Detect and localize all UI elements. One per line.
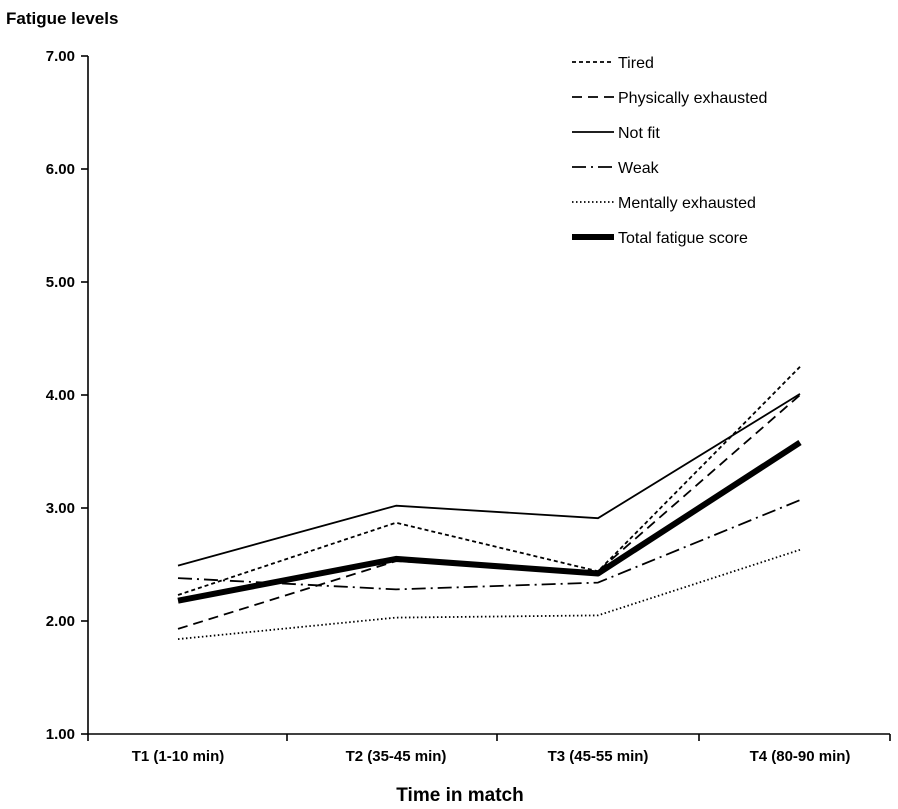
series-line-4 [177,548,801,640]
series-line-5 [177,439,802,604]
x-tick-label: T1 (1-10 min) [132,748,225,765]
series-lines [177,366,802,640]
legend-label: Tired [618,55,654,72]
x-tick-label: T3 (45-55 min) [548,748,649,765]
y-tick-label: 1.00 [46,726,75,743]
y-tick-label: 3.00 [46,500,75,517]
y-tick-label: 5.00 [46,274,75,291]
y-tick-label: 2.00 [46,613,75,630]
series-line-0 [177,366,801,596]
legend-label: Not fit [618,125,660,142]
series-line-2 [177,393,801,567]
x-tick-label: T4 (80-90 min) [750,748,851,765]
y-axis-label: Fatigue levels [6,9,118,28]
series-line-3 [177,499,801,591]
x-tick-label: T2 (35-45 min) [346,748,447,765]
y-tick-label: 7.00 [46,48,75,65]
x-axis-ticks: T1 (1-10 min) T2 (35-45 min) T3 (45-55 min… [87,734,891,765]
legend-label: Weak [618,160,660,177]
x-axis-label: Time in match [396,785,523,806]
legend-label: Physically exhausted [618,90,767,107]
legend-label: Mentally exhausted [618,195,756,212]
y-axis-ticks: 1.00 2.00 3.00 4.00 5.00 6.00 7.00 [46,48,88,743]
legend: Tired Physically exhausted Not fit Weak Ment… [572,55,767,247]
y-tick-label: 4.00 [46,387,75,404]
y-tick-label: 6.00 [46,161,75,178]
legend-label: Total fatigue score [618,230,748,247]
